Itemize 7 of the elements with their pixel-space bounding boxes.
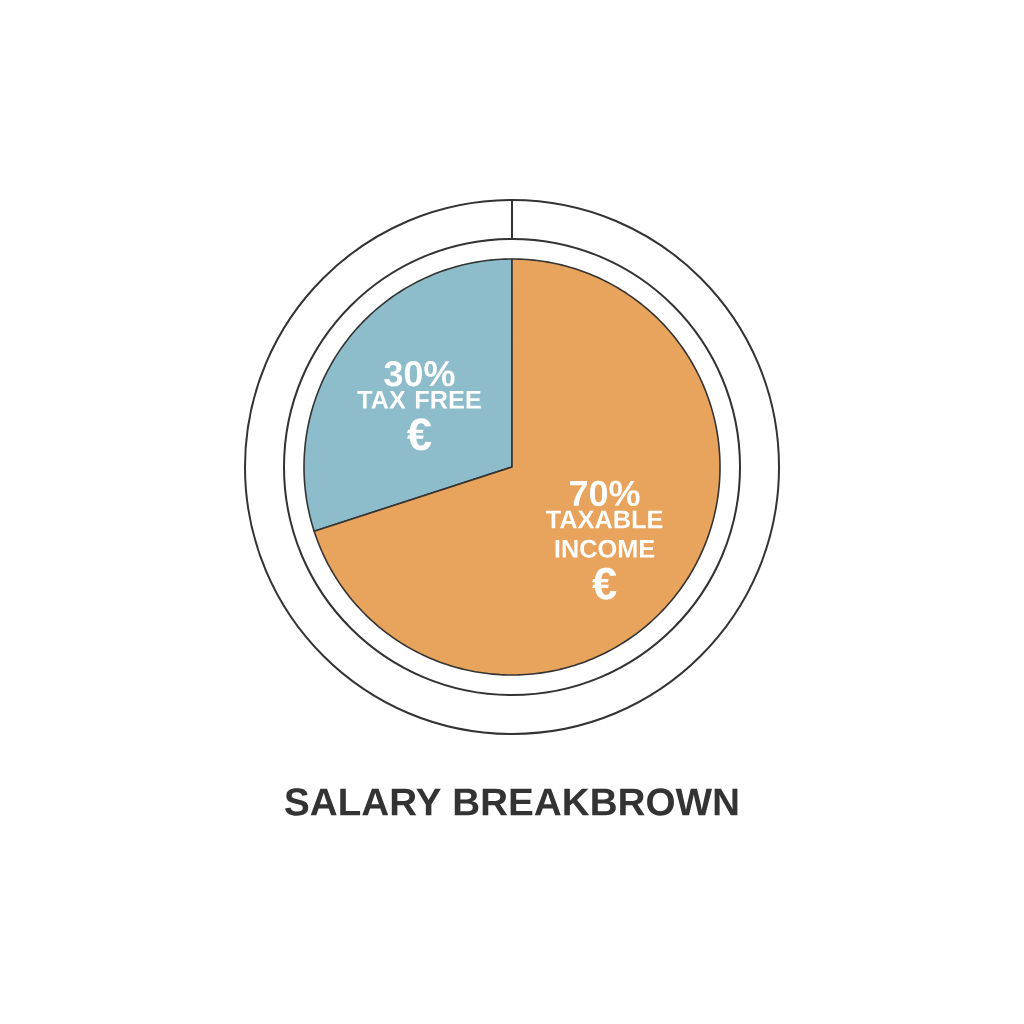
- text: €: [407, 418, 432, 451]
- slice-label: TAXABLE INCOME: [545, 510, 663, 558]
- text: €: [592, 567, 617, 600]
- text: SALARY BREAKBROWN: [285, 788, 738, 816]
- slice-label: TAX FREE: [357, 391, 481, 409]
- data-label: 30%: [384, 360, 455, 387]
- data-label: 70%: [570, 480, 640, 507]
